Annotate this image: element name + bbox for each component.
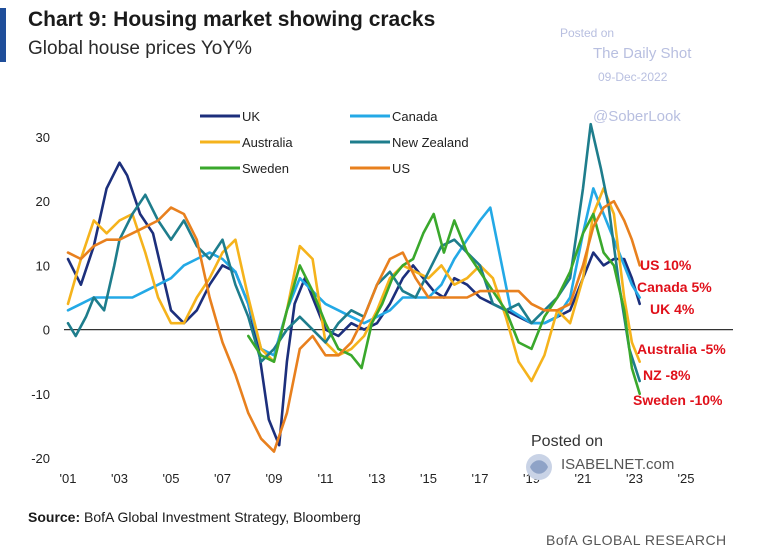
end-label-new-zealand: NZ -8% (643, 367, 691, 383)
y-tick-label: -10 (31, 387, 50, 402)
x-tick-label: '23 (626, 471, 643, 486)
legend: UK Canada Australia New Zealand Sweden US (200, 109, 469, 176)
end-label-uk: UK 4% (650, 301, 695, 317)
end-label-us: US 10% (640, 257, 692, 273)
isabelnet-name: ISABELNET.com (561, 456, 675, 473)
end-label-sweden: Sweden -10% (633, 392, 723, 408)
x-tick-label: '11 (318, 471, 334, 486)
series-layer (66, 122, 641, 453)
end-label-canada: Canada 5% (637, 279, 712, 295)
source-text: BofA Global Investment Strategy, Bloombe… (84, 509, 361, 525)
legend-label: UK (242, 109, 260, 124)
end-label-australia: Australia -5% (637, 341, 726, 357)
watermark-site: The Daily Shot (593, 45, 692, 62)
y-tick-label: 0 (43, 323, 50, 338)
isabelnet-logo-icon (526, 454, 552, 480)
series-line-sweden (247, 212, 641, 396)
watermark-date: 09-Dec-2022 (598, 70, 668, 84)
y-tick-label: -20 (31, 451, 50, 466)
legend-label: New Zealand (392, 135, 469, 150)
brand-footer: BofA GLOBAL RESEARCH (546, 532, 727, 548)
legend-label: Sweden (242, 161, 289, 176)
axes-layer: 30 20 10 0 -10 -20 '01 '03 '05 '07 '09 '11 '13 '15 '17… (31, 130, 733, 486)
series-line-new-zealand (66, 122, 641, 383)
chart-subtitle: Global house prices YoY% (28, 38, 252, 59)
y-tick-label: 10 (36, 258, 50, 273)
watermark-posted-on: Posted on (560, 26, 615, 40)
end-labels: US 10% Canada 5% UK 4% Australia -5% NZ -8% S… (633, 257, 726, 408)
legend-label: US (392, 161, 410, 176)
legend-label: Canada (392, 109, 438, 124)
isabelnet-posted-on: Posted on (531, 433, 604, 450)
source-note: Source: BofA Global Investment Strategy,… (28, 509, 361, 525)
chart-title: Chart 9: Housing market showing cracks (28, 8, 436, 31)
x-tick-label: '07 (214, 471, 231, 486)
x-tick-label: '21 (575, 471, 592, 486)
x-tick-label: '13 (369, 471, 386, 486)
x-tick-label: '15 (420, 471, 437, 486)
watermark-handle: @SoberLook (593, 108, 681, 125)
y-tick-label: 30 (36, 130, 50, 145)
x-tick-label: '09 (266, 471, 283, 486)
x-tick-label: '03 (111, 471, 128, 486)
series-line-us (66, 199, 641, 453)
x-tick-label: '25 (678, 471, 695, 486)
legend-label: Australia (242, 135, 293, 150)
x-tick-label: '17 (472, 471, 489, 486)
y-tick-label: 20 (36, 194, 50, 209)
title-accent-bar (0, 8, 6, 62)
series-line-australia (66, 187, 641, 383)
source-label: Source: (28, 509, 81, 525)
x-tick-label: '01 (60, 471, 77, 486)
x-tick-label: '05 (163, 471, 180, 486)
